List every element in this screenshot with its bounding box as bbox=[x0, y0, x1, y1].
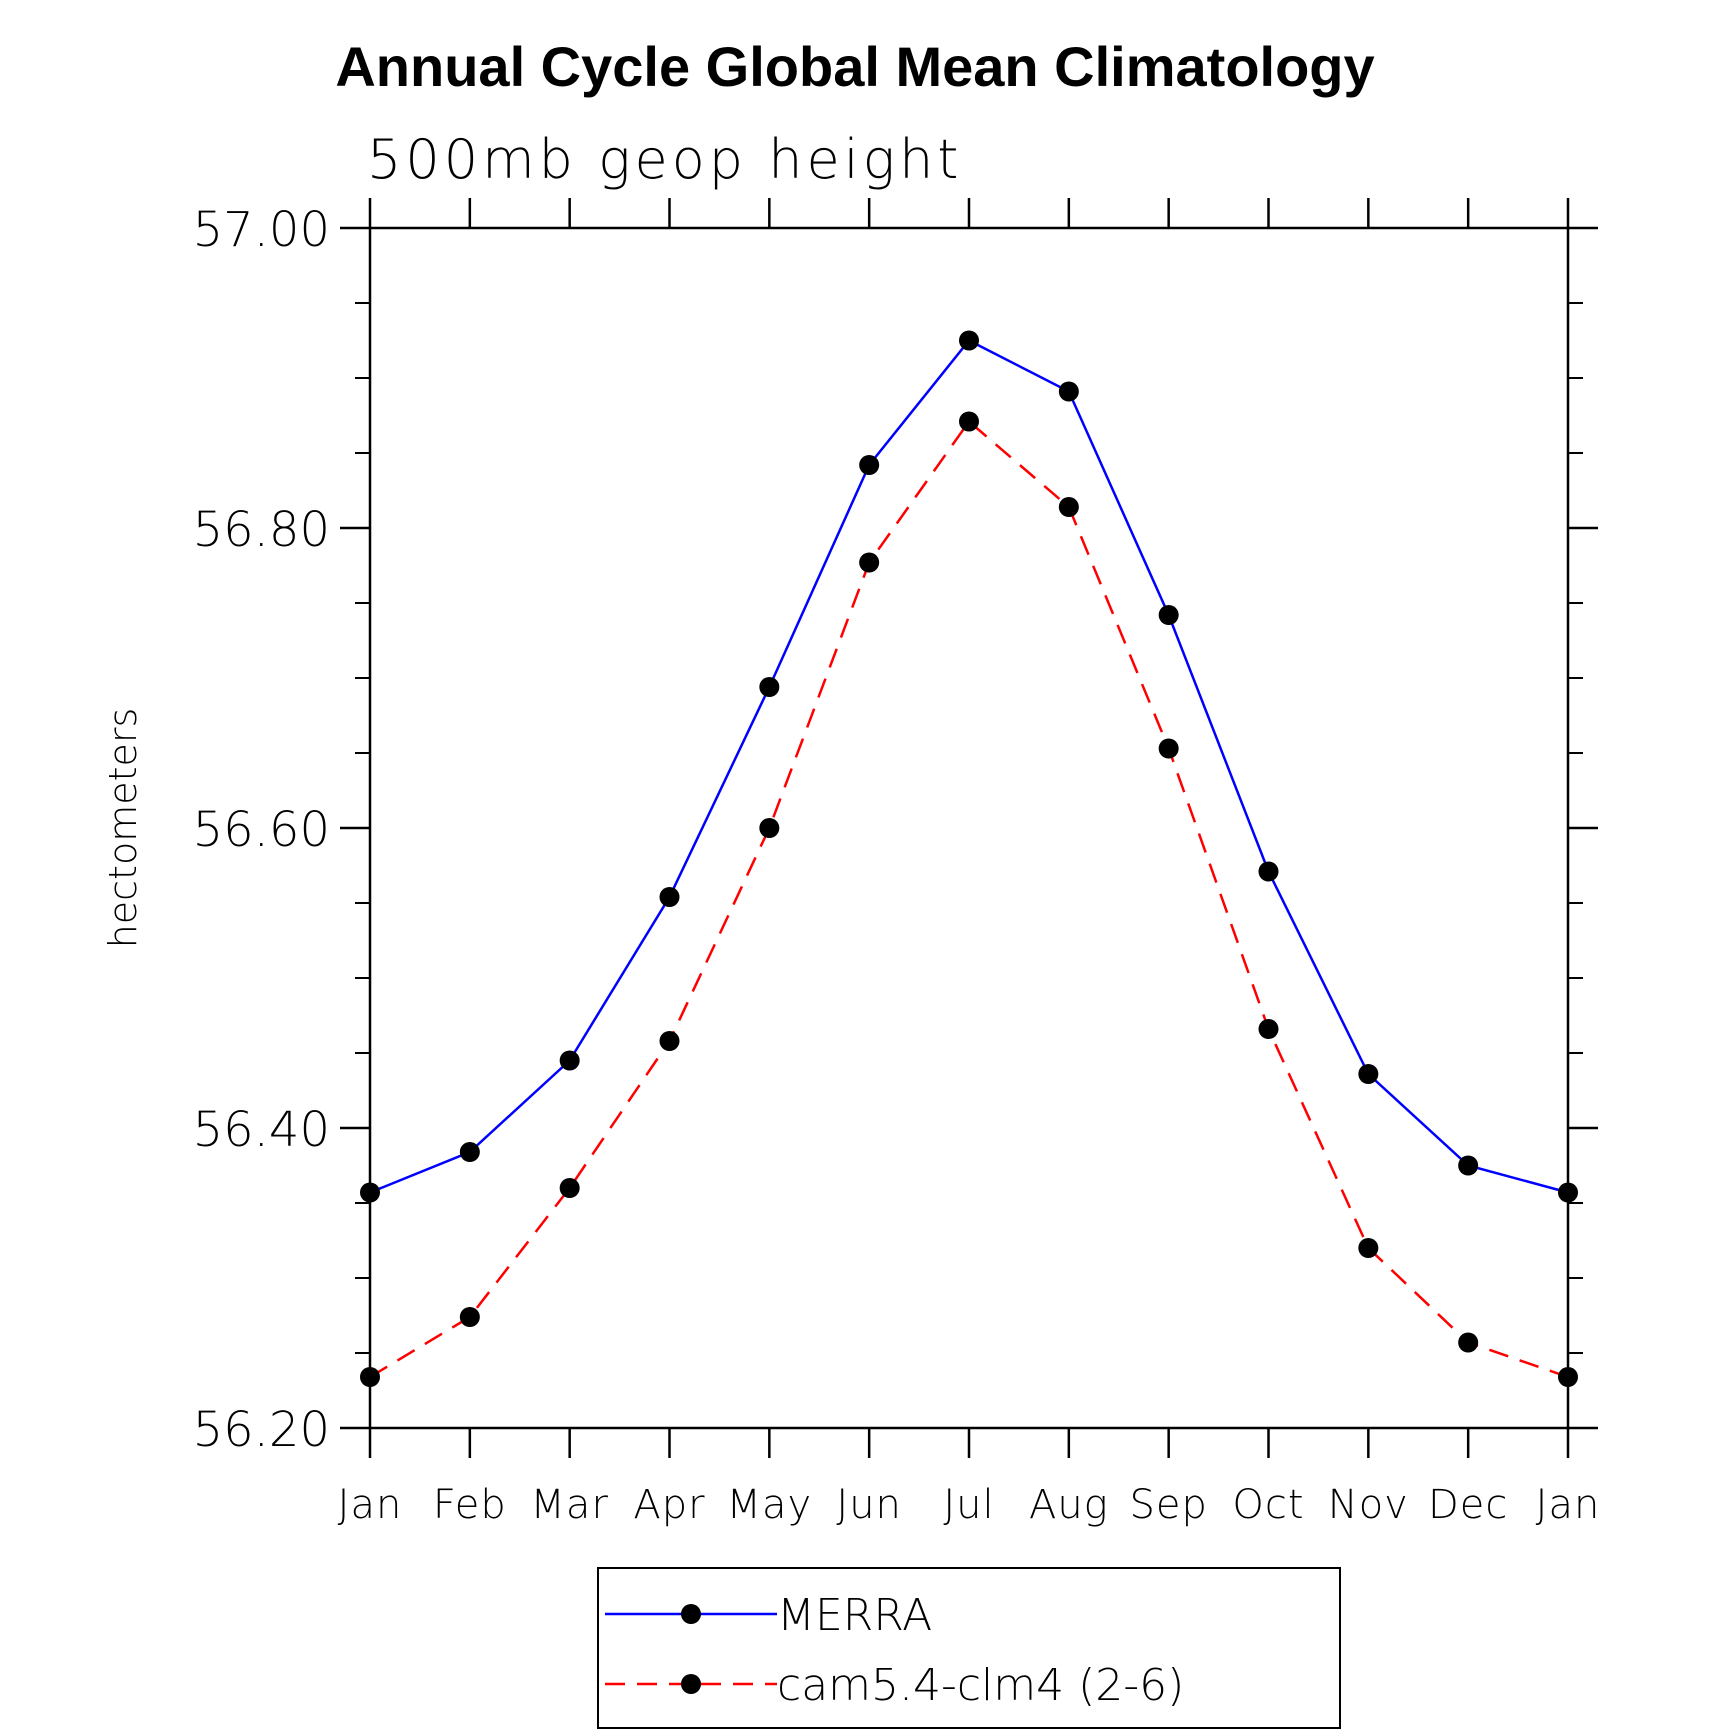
series-0-point bbox=[559, 1050, 580, 1071]
series-0-point bbox=[1058, 381, 1079, 402]
x-tick-label: Dec bbox=[1428, 1482, 1508, 1528]
x-tick-label: Jan bbox=[338, 1482, 403, 1528]
series-1-point bbox=[1458, 1332, 1479, 1353]
x-tick-label: Aug bbox=[1029, 1482, 1109, 1528]
y-tick-label: 56.80 bbox=[193, 502, 330, 558]
x-tick-label: Oct bbox=[1232, 1482, 1304, 1528]
plot-border bbox=[368, 226, 1570, 1430]
x-tick-label: Nov bbox=[1328, 1482, 1409, 1528]
legend-label-1: cam5.4-clm4 (2-6) bbox=[777, 1660, 1184, 1711]
y-tick-label: 57.00 bbox=[193, 202, 330, 258]
series-1-point bbox=[1258, 1019, 1279, 1039]
series-0-point bbox=[759, 677, 780, 697]
legend-marker-0 bbox=[681, 1604, 701, 1624]
series-1-point bbox=[1358, 1238, 1379, 1258]
series-0-point bbox=[1358, 1064, 1379, 1084]
y-axis: 56.20 56.40 56.60 56.80 57.00 bbox=[193, 202, 1598, 1458]
x-axis: Jan Feb Mar Apr May Jun Jul Aug Sep Oct Nov Dec Jan bbox=[338, 198, 1601, 1528]
legend-box bbox=[597, 1567, 1341, 1729]
series-0-point bbox=[459, 1142, 480, 1162]
series-1-point bbox=[1058, 497, 1079, 517]
series-line-1 bbox=[369, 419, 1569, 1379]
series-1-point bbox=[759, 818, 780, 838]
series-0-point bbox=[1158, 605, 1179, 625]
x-tick-label: Mar bbox=[530, 1482, 608, 1528]
legend-marker-1 bbox=[681, 1674, 701, 1694]
x-tick-label: Apr bbox=[633, 1482, 705, 1528]
series-1-point bbox=[1558, 1367, 1578, 1387]
x-tick-label: Sep bbox=[1129, 1482, 1207, 1528]
series-1-point bbox=[959, 411, 979, 432]
series-layer bbox=[360, 330, 1578, 1387]
series-0-point bbox=[859, 455, 880, 475]
series-1-point bbox=[459, 1307, 480, 1327]
x-tick-label: Jun bbox=[836, 1482, 902, 1528]
legend-label-0: MERRA bbox=[777, 1590, 932, 1641]
series-1-point bbox=[559, 1178, 580, 1198]
series-1-point bbox=[859, 552, 880, 573]
x-tick-label: Feb bbox=[433, 1482, 507, 1528]
series-1-point bbox=[659, 1031, 680, 1051]
chart-subtitle: 500mb geop height bbox=[367, 128, 962, 191]
y-tick-label: 56.60 bbox=[193, 802, 330, 858]
chart-title: Annual Cycle Global Mean Climatology bbox=[335, 35, 1374, 98]
x-tick-label: May bbox=[726, 1482, 812, 1528]
y-tick-label: 56.20 bbox=[193, 1402, 330, 1458]
series-1-point bbox=[1158, 738, 1179, 759]
y-axis-label: hectometers bbox=[101, 708, 145, 949]
series-0-point bbox=[659, 887, 680, 907]
legend: MERRA cam5.4-clm4 (2-6) bbox=[597, 1567, 1341, 1729]
series-0-point bbox=[360, 1182, 380, 1203]
series-0-point bbox=[1558, 1182, 1578, 1203]
series-0-point bbox=[1258, 861, 1279, 882]
series-0-point bbox=[1458, 1155, 1479, 1176]
y-tick-label: 56.40 bbox=[193, 1102, 330, 1158]
x-tick-label: Jan bbox=[1536, 1482, 1601, 1528]
series-line-0 bbox=[369, 338, 1569, 1194]
x-tick-label: Jul bbox=[943, 1482, 994, 1528]
plot-frame bbox=[368, 226, 1570, 1430]
series-1-point bbox=[360, 1367, 380, 1387]
series-0-point bbox=[959, 330, 979, 351]
